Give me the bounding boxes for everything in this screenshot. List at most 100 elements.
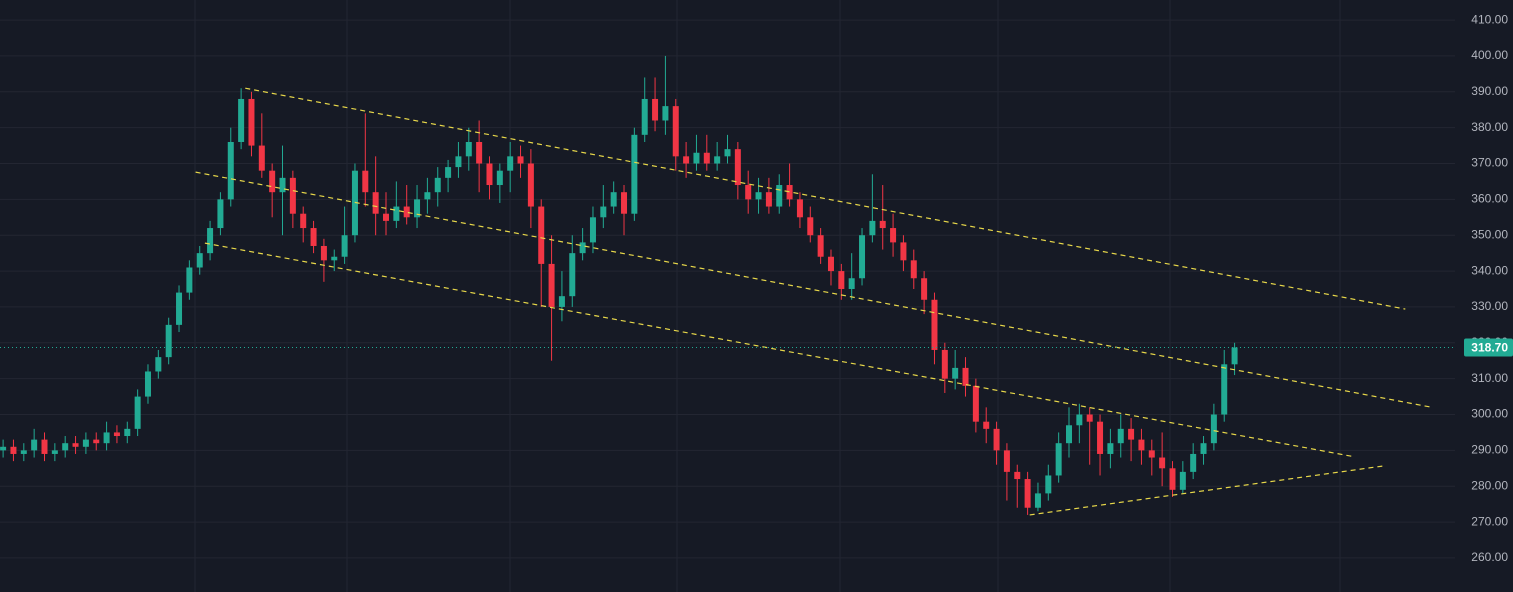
candle-body: [589, 217, 596, 243]
y-tick-label: 290.00: [1471, 443, 1508, 457]
candle-body: [1066, 425, 1073, 444]
candle-body: [683, 156, 690, 164]
candle-body: [207, 228, 214, 254]
candle-body: [1117, 428, 1124, 444]
candle-body: [393, 206, 400, 221]
candle-body: [558, 296, 565, 307]
candle-body: [807, 217, 814, 236]
candle-body: [734, 149, 741, 186]
candle-body: [176, 292, 183, 325]
y-tick-label: 390.00: [1471, 84, 1508, 98]
candle-body: [341, 235, 348, 257]
candle-body: [941, 349, 948, 379]
candle-body: [155, 357, 162, 372]
candle-body: [124, 428, 131, 437]
candle-body: [445, 167, 452, 178]
candle-body: [300, 213, 307, 229]
candle-body: [1128, 428, 1135, 440]
candle-body: [227, 141, 234, 200]
candle-body: [1200, 443, 1207, 454]
y-tick-label: 400.00: [1471, 48, 1508, 62]
y-tick-label: 260.00: [1471, 550, 1508, 564]
last-price-box: [1464, 338, 1513, 357]
candle-body: [538, 206, 545, 264]
candle-body: [900, 242, 907, 261]
candle-body: [527, 163, 534, 207]
candle-body: [1231, 347, 1238, 365]
candle-body: [890, 228, 897, 243]
candle-body: [331, 256, 338, 261]
candle-body: [879, 220, 886, 229]
y-tick-label: 280.00: [1471, 478, 1508, 492]
candle-body: [517, 156, 524, 164]
candle-body: [579, 242, 586, 254]
candle-body: [641, 98, 648, 135]
candle-body: [786, 185, 793, 200]
candle-body: [465, 141, 472, 157]
candle-body: [703, 152, 710, 164]
candle-body: [144, 371, 151, 397]
candle-body: [1045, 475, 1052, 494]
vertical-grid: [194, 0, 1341, 592]
y-tick-label: 380.00: [1471, 120, 1508, 134]
candle-body: [51, 450, 58, 454]
candle-body: [103, 432, 110, 444]
trend-line: [245, 87, 1406, 310]
candle-body: [1210, 414, 1217, 444]
candle-body: [1179, 471, 1186, 490]
candle-body: [455, 156, 462, 168]
candle-body: [859, 235, 866, 279]
candle-body: [910, 260, 917, 279]
candle-body: [362, 170, 369, 193]
candle-body: [972, 385, 979, 422]
candle-body: [217, 199, 224, 229]
candle-body: [1076, 414, 1083, 426]
candle-body: [983, 421, 990, 429]
candle-body: [693, 152, 700, 164]
candle-body: [817, 235, 824, 257]
candle-body: [72, 443, 79, 447]
candle-body: [186, 267, 193, 293]
last-price-label: 318.70: [1471, 341, 1508, 355]
candle-body: [507, 156, 514, 171]
candle-body: [1169, 468, 1176, 490]
candle-body: [796, 199, 803, 218]
y-tick-label: 350.00: [1471, 227, 1508, 241]
y-tick-label: 300.00: [1471, 407, 1508, 421]
candle-body: [1034, 493, 1041, 508]
candle-body: [82, 439, 89, 447]
candle-body: [310, 228, 317, 246]
y-tick-label: 340.00: [1471, 263, 1508, 277]
candle-body: [62, 443, 69, 451]
candle-body: [755, 192, 762, 200]
candle-body: [962, 367, 969, 386]
candle-body: [1138, 439, 1145, 451]
candle-body: [414, 199, 421, 218]
y-tick-label: 270.00: [1471, 514, 1508, 528]
candle-body: [569, 253, 576, 297]
candle-body: [93, 439, 100, 444]
candle-body: [165, 324, 172, 358]
y-tick-label: 360.00: [1471, 192, 1508, 206]
candle-body: [1014, 471, 1021, 480]
candle-body: [1097, 421, 1104, 454]
candle-body: [1086, 414, 1093, 422]
trend-line: [195, 171, 1431, 408]
candle-body: [1003, 450, 1010, 472]
candle-body: [652, 98, 659, 121]
candle-body: [662, 106, 669, 121]
candle-body: [1190, 453, 1197, 472]
candle-body: [248, 98, 255, 146]
candle-body: [279, 177, 286, 193]
candle-body: [403, 206, 410, 218]
candle-body: [1024, 479, 1031, 508]
candle-body: [476, 141, 483, 164]
candle-body: [320, 245, 327, 261]
candle-body: [931, 299, 938, 350]
candle-body: [714, 156, 721, 164]
candle-body: [424, 192, 431, 200]
candle-body: [486, 163, 493, 186]
candle-body: [848, 278, 855, 290]
